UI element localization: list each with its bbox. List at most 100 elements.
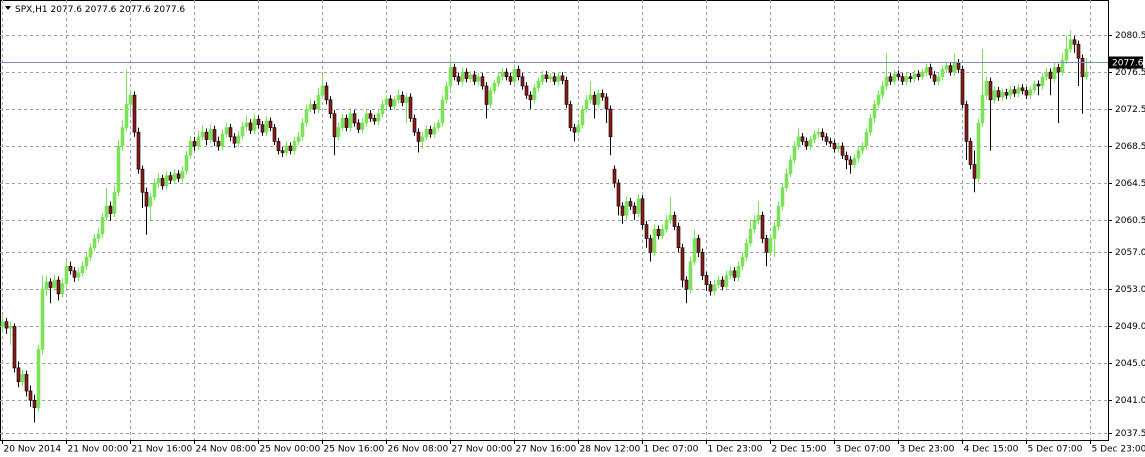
candle-body <box>536 81 541 89</box>
candle-body <box>124 104 129 128</box>
candle-body <box>668 215 673 221</box>
candle-body <box>364 113 369 124</box>
candle-body <box>312 104 317 110</box>
x-tick-label: 3 Dec 23:00 <box>900 445 955 455</box>
candle-body <box>1068 39 1073 50</box>
candle-body <box>836 145 841 150</box>
candle-body <box>896 73 901 78</box>
candle-body <box>756 215 761 221</box>
candle-body <box>272 127 277 142</box>
candle-body <box>612 168 617 184</box>
candle-body <box>828 141 833 144</box>
candle-body <box>268 120 273 128</box>
candle-body <box>840 145 845 156</box>
candle-body <box>472 74 477 82</box>
candle-body <box>660 228 665 237</box>
candle-body <box>4 321 9 329</box>
candle-body <box>712 284 717 292</box>
y-tick-label: 2068.5 <box>1115 142 1145 152</box>
ohlc-high: 2077.6 <box>85 5 117 15</box>
candle-body <box>832 142 837 150</box>
candle-body <box>604 96 609 110</box>
candle-body <box>180 170 185 179</box>
candle-body <box>972 164 977 179</box>
candle-body <box>984 81 989 96</box>
candle-body <box>964 104 969 142</box>
x-tick-label: 1 Dec 23:00 <box>708 445 763 455</box>
marks-layer <box>0 30 1108 423</box>
candle-body <box>804 141 809 147</box>
candle-body <box>232 136 237 144</box>
candle-body <box>620 205 625 216</box>
candle-body <box>456 76 461 82</box>
candle-body <box>892 73 897 82</box>
y-tick-label: 2057.0 <box>1115 248 1145 258</box>
candle-body <box>772 226 777 239</box>
candle-body <box>700 252 705 276</box>
candle-body <box>876 94 881 105</box>
candle-body <box>888 76 893 82</box>
candle-body <box>144 191 149 207</box>
candle-body <box>152 182 157 198</box>
candle-body <box>64 265 69 285</box>
candle-body <box>340 118 345 128</box>
candle-body <box>188 141 193 156</box>
candle-body <box>328 99 333 114</box>
candle-body <box>348 113 353 128</box>
candle-body <box>696 238 701 253</box>
candle-body <box>752 219 757 230</box>
candle-body <box>884 76 889 87</box>
candle-body <box>384 98 389 105</box>
candle-body <box>240 126 245 137</box>
candle-body <box>1060 59 1065 73</box>
candle-body <box>540 74 545 82</box>
candle-body <box>928 67 933 76</box>
candle-body <box>0 321 5 327</box>
candle-body <box>56 279 61 295</box>
candle-body <box>528 94 533 101</box>
candle-body <box>988 81 993 101</box>
candle-body <box>160 178 165 187</box>
candle-body <box>96 233 101 239</box>
candle-body <box>132 94 137 133</box>
candle-body <box>544 74 549 79</box>
candle-body <box>920 71 925 78</box>
candle-body <box>1020 87 1025 91</box>
candle-body <box>980 94 985 124</box>
candle-body <box>704 275 709 286</box>
candle-body <box>264 120 269 133</box>
candle-body <box>1064 48 1069 61</box>
y-tick-label: 2080.5 <box>1115 31 1145 41</box>
candle-body <box>848 159 853 165</box>
candle-body <box>644 224 649 239</box>
x-tick-label: 20 Nov 2014 <box>4 445 62 455</box>
candle-body <box>484 85 489 105</box>
candle-body <box>520 76 525 87</box>
y-tick-label: 2041.0 <box>1115 396 1145 406</box>
candle-body <box>192 141 197 147</box>
candle-body <box>12 326 17 369</box>
candle-body <box>800 136 805 142</box>
candle-body <box>616 182 621 207</box>
candle-body <box>196 136 201 147</box>
candle-body <box>1000 92 1005 98</box>
candle-body <box>664 219 669 230</box>
candle-body <box>68 265 73 272</box>
y-tick-label: 2037.5 <box>1115 429 1145 439</box>
candle-body <box>916 73 921 78</box>
candle-body <box>872 104 877 119</box>
x-tick-label: 2 Dec 15:00 <box>772 445 827 455</box>
candle-body <box>244 122 249 127</box>
candle-body <box>208 129 213 140</box>
candle-body <box>204 131 209 140</box>
candle-body <box>568 104 573 128</box>
candle-body <box>508 76 513 82</box>
candle-body <box>816 131 821 135</box>
candle-body <box>164 175 169 187</box>
candle-body <box>316 94 321 110</box>
candle-body <box>488 90 493 105</box>
candle-body <box>304 108 309 124</box>
candle-body <box>324 85 329 101</box>
candle-body <box>24 374 29 392</box>
candle-body <box>416 131 421 142</box>
